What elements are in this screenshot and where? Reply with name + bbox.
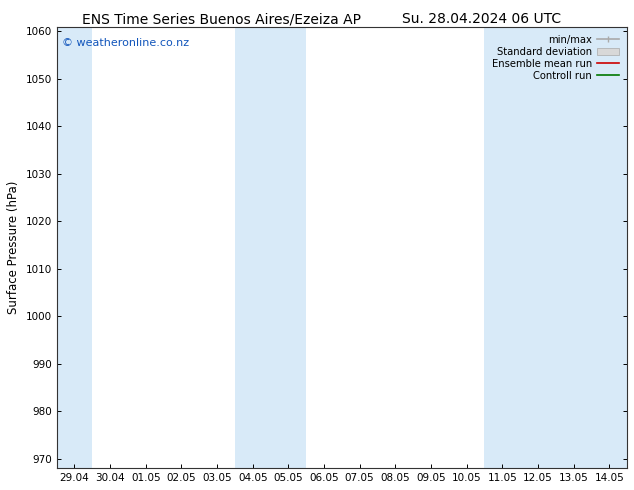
Text: Su. 28.04.2024 06 UTC: Su. 28.04.2024 06 UTC — [403, 12, 561, 26]
Text: ENS Time Series Buenos Aires/Ezeiza AP: ENS Time Series Buenos Aires/Ezeiza AP — [82, 12, 361, 26]
Legend: min/max, Standard deviation, Ensemble mean run, Controll run: min/max, Standard deviation, Ensemble me… — [489, 31, 622, 83]
Bar — [484, 26, 556, 468]
Y-axis label: Surface Pressure (hPa): Surface Pressure (hPa) — [7, 181, 20, 314]
Bar — [56, 26, 93, 468]
Bar — [556, 26, 627, 468]
Bar — [235, 26, 306, 468]
Text: © weatheronline.co.nz: © weatheronline.co.nz — [62, 38, 190, 48]
